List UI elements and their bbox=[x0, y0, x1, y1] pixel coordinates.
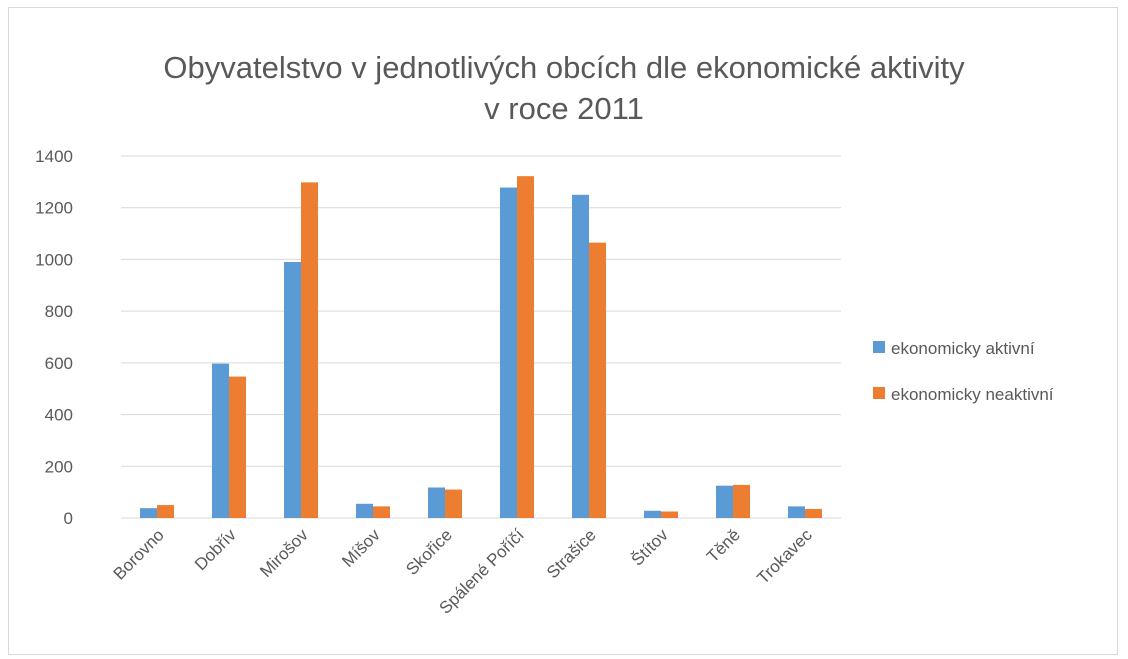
chart-title: Obyvatelstvo v jednotlivých obcích dle e… bbox=[163, 50, 965, 126]
bar bbox=[284, 262, 301, 518]
legend-swatch bbox=[873, 341, 885, 353]
bar bbox=[733, 484, 750, 518]
bar bbox=[140, 508, 157, 518]
y-tick-label: 800 bbox=[45, 302, 73, 321]
bar bbox=[716, 485, 733, 518]
bar bbox=[301, 182, 318, 519]
bar bbox=[212, 363, 229, 518]
bar bbox=[428, 487, 445, 518]
legend-label: ekonomicky neaktivní bbox=[891, 385, 1054, 404]
bar bbox=[500, 187, 517, 518]
x-tick-label: Borovno bbox=[110, 525, 168, 583]
bar bbox=[788, 506, 805, 518]
bar bbox=[805, 508, 822, 518]
legend-label: ekonomicky aktivní bbox=[891, 339, 1035, 358]
y-tick-label: 1000 bbox=[35, 250, 73, 269]
legend: ekonomicky aktivní ekonomicky neaktivní bbox=[873, 339, 1054, 404]
bar bbox=[589, 242, 606, 518]
x-tick-label: Těně bbox=[703, 525, 744, 566]
x-tick-label: Štítov bbox=[628, 525, 673, 570]
bar bbox=[661, 511, 678, 518]
y-tick-label: 200 bbox=[45, 457, 73, 476]
chart-svg: Obyvatelstvo v jednotlivých obcích dle e… bbox=[35, 50, 1054, 618]
x-tick-label: Mirošov bbox=[256, 525, 312, 581]
bar bbox=[373, 506, 390, 518]
bar bbox=[644, 510, 661, 518]
y-axis-ticks: 0 200 400 600 800 1000 1200 1400 bbox=[35, 147, 73, 528]
bar bbox=[229, 376, 246, 518]
x-tick-label: Dobřív bbox=[191, 525, 240, 574]
bar bbox=[517, 176, 534, 518]
legend-swatch bbox=[873, 387, 885, 399]
x-tick-label: Trokavec bbox=[753, 525, 816, 588]
y-tick-label: 1200 bbox=[35, 199, 73, 218]
y-tick-label: 0 bbox=[64, 509, 73, 528]
y-tick-label: 1400 bbox=[35, 147, 73, 166]
chart-frame: Obyvatelstvo v jednotlivých obcích dle e… bbox=[8, 7, 1118, 655]
chart-title-line: v roce 2011 bbox=[484, 91, 644, 126]
bar bbox=[157, 505, 174, 518]
x-tick-label: Strašice bbox=[543, 525, 600, 582]
x-tick-label: Míšov bbox=[338, 525, 384, 571]
bar bbox=[572, 194, 589, 519]
bars bbox=[140, 176, 822, 519]
x-axis-ticks: Borovno Dobřív Mirošov Míšov SkořiceSpálené … bbox=[110, 525, 817, 618]
y-tick-label: 600 bbox=[45, 354, 73, 373]
bar bbox=[356, 503, 373, 518]
chart-title-line: Obyvatelstvo v jednotlivých obcích dle e… bbox=[163, 50, 965, 85]
bar bbox=[445, 489, 462, 518]
y-tick-label: 400 bbox=[45, 406, 73, 425]
x-tick-label: Skořice bbox=[402, 525, 456, 579]
